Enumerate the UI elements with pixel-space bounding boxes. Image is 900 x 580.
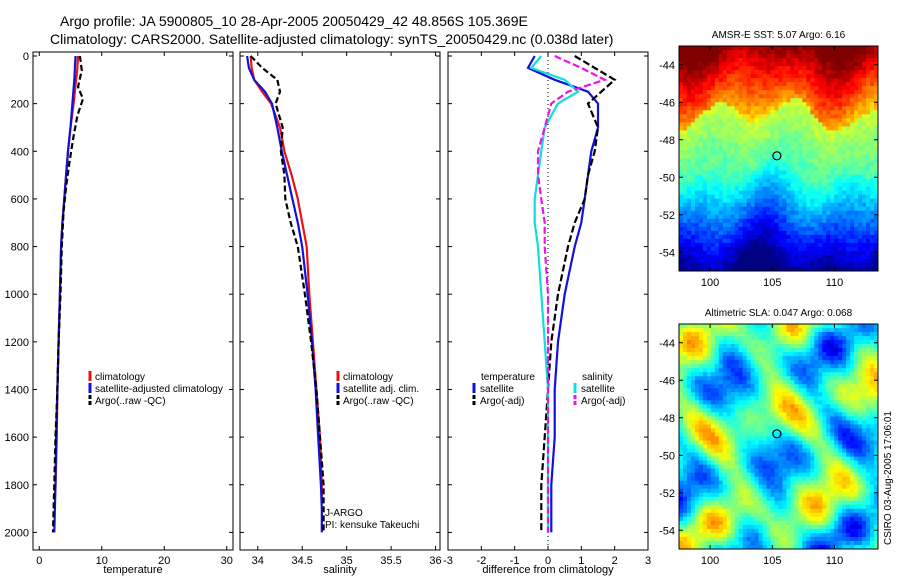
series-line-salinity-satellite: [529, 55, 580, 533]
map-ytick-label: -52: [659, 210, 675, 222]
difference-xlabel: difference from climatology: [482, 564, 614, 576]
title-line2: Climatology: CARS2000. Satellite-adjuste…: [50, 31, 613, 47]
sla_map-title: Altimetric SLA: 0.047 Argo: 0.068: [705, 308, 853, 319]
legend-label: climatology: [95, 372, 145, 383]
map-ytick-label: -54: [659, 247, 675, 259]
xtick-label: 0: [545, 555, 551, 567]
series-line-satellite-adjusted-climatology: [53, 55, 77, 533]
temperature-panel: 0 200 400 600 800 1000 1200 1400 1600 1800 2000 0 10…: [5, 51, 234, 576]
sst_map-frame: [678, 45, 879, 272]
map-ytick-label: -54: [659, 525, 675, 537]
ytick-label: 800: [11, 242, 29, 254]
map-ytick-label: -48: [659, 135, 675, 147]
annotation-text: PI: kensuke Takeuchi: [325, 520, 419, 531]
temperature-axes-box: [32, 51, 234, 551]
series-line-salinity-argo-adj-: [536, 54, 608, 533]
salinity-panel: 34 34.5 35 35.5 36 salinity climatologysatelli…: [239, 51, 442, 576]
legend-label: Argo(..raw -QC): [343, 396, 414, 407]
argo-location-marker: [772, 429, 782, 439]
ytick-label: 1000: [5, 289, 29, 301]
ytick-label: 2000: [5, 527, 29, 539]
xtick-label: 20: [158, 555, 170, 567]
ytick-label: 1800: [5, 480, 29, 492]
xtick-label: 0: [36, 555, 42, 567]
ytick-label: 600: [11, 194, 29, 206]
series-line-temperature-satellite: [526, 55, 600, 533]
salinity-axes-box: [239, 51, 441, 551]
map-xtick-label: 110: [826, 277, 844, 289]
timestamp-label: CSIRO 03-Aug-2005 17:06:01: [883, 411, 894, 545]
sst_map-heatmap: [679, 46, 879, 272]
map-xtick-label: 105: [763, 555, 781, 567]
ytick-label: 400: [11, 146, 29, 158]
xtick-label: -3: [443, 555, 453, 567]
legend-label: Argo(-adj): [581, 396, 625, 407]
sst_map-title: AMSR-E SST: 5.07 Argo: 6.16: [712, 30, 846, 41]
difference-panel: -3 -2 -1 0 1 2 3 difference from climatology tem…: [443, 51, 651, 576]
series-line-climatology: [53, 55, 80, 497]
xtick-label: 36: [429, 555, 441, 567]
map-xtick-label: 100: [701, 277, 719, 289]
xtick-label: 34.5: [292, 555, 313, 567]
legend-label: climatology: [343, 372, 393, 383]
map-ytick-label: -48: [659, 413, 675, 425]
xtick-label: 35.5: [380, 555, 401, 567]
sla_map-panel: Altimetric SLA: 0.047 Argo: 0.068 100 105 1…: [659, 308, 879, 567]
map-ytick-label: -50: [659, 172, 675, 184]
argo-location-marker: [772, 151, 782, 161]
legend-label: satellite: [480, 384, 514, 395]
ytick-label: 1200: [5, 337, 29, 349]
salinity-xlabel: salinity: [323, 564, 357, 576]
ytick-label: 1600: [5, 432, 29, 444]
ytick-label: 200: [11, 99, 29, 111]
map-ytick-label: -52: [659, 488, 675, 500]
series-line-argo-raw-qc-: [51, 55, 85, 533]
ytick-label: 0: [23, 51, 29, 63]
legend-label: satellite: [581, 384, 615, 395]
sla_map-heatmap: [679, 324, 879, 550]
legend-title-salinity: salinity: [582, 372, 613, 383]
xtick-label: 2: [612, 555, 618, 567]
temperature-xlabel: temperature: [103, 564, 162, 576]
xtick-label: 30: [221, 555, 233, 567]
sla_map-frame: [678, 323, 879, 550]
legend-title-temperature: temperature: [481, 372, 535, 383]
annotation-text: J-ARGO: [325, 508, 363, 519]
map-xtick-label: 105: [763, 277, 781, 289]
xtick-label: -1: [510, 555, 520, 567]
map-ytick-label: -50: [659, 450, 675, 462]
sst_map-panel: AMSR-E SST: 5.07 Argo: 6.16 100 105 110 -44 -…: [659, 30, 879, 289]
ytick-label: 1400: [5, 384, 29, 396]
legend-label: satellite adj. clim.: [343, 384, 419, 395]
series-line-satellite-adj-clim-: [246, 55, 323, 533]
map-ytick-label: -46: [659, 97, 675, 109]
title-line1: Argo profile: JA 5900805_10 28-Apr-2005 …: [60, 13, 528, 29]
xtick-label: 10: [96, 555, 108, 567]
map-ytick-label: -44: [659, 60, 675, 72]
xtick-label: 3: [645, 555, 651, 567]
xtick-label: 34: [252, 555, 264, 567]
xtick-label: -2: [476, 555, 486, 567]
xtick-label: 1: [578, 555, 584, 567]
legend-label: Argo(..raw -QC): [95, 396, 166, 407]
series-line-climatology: [249, 55, 323, 502]
series-line-argo-raw-qc-: [249, 55, 325, 533]
map-xtick-label: 100: [701, 555, 719, 567]
legend-label: Argo(-adj): [480, 396, 524, 407]
legend-label: satellite-adjusted climatology: [95, 384, 223, 395]
xtick-label: 35: [341, 555, 353, 567]
map-ytick-label: -44: [659, 338, 675, 350]
map-ytick-label: -46: [659, 375, 675, 387]
map-xtick-label: 110: [826, 555, 844, 567]
